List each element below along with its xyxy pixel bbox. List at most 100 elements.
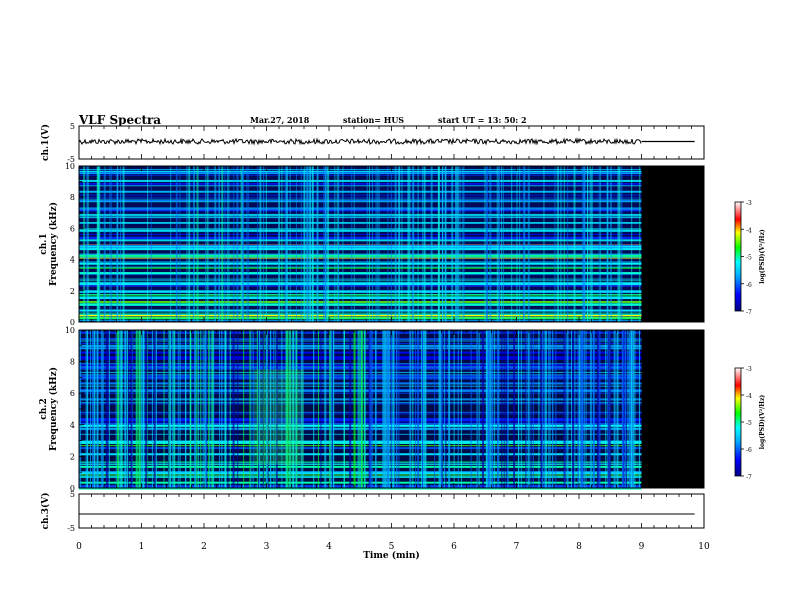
burst-column (592, 330, 595, 488)
burst-column (394, 166, 397, 322)
burst-column (566, 330, 569, 488)
burst-column (563, 166, 565, 322)
frequency-band (79, 297, 642, 300)
colorbar-tick-label: -6 (746, 282, 752, 289)
burst-column (224, 166, 226, 322)
frequency-band (79, 281, 642, 283)
burst-column (173, 330, 176, 488)
burst-column (329, 330, 331, 488)
burst-column (325, 330, 327, 488)
burst-column (246, 166, 248, 322)
frequency-band (79, 317, 642, 320)
burst-column (218, 166, 220, 322)
burst-column (141, 330, 143, 488)
burst-column (627, 330, 629, 488)
burst-column (343, 330, 345, 488)
burst-column (363, 330, 365, 488)
frequency-band (79, 229, 642, 232)
colorbar-tick-label: -6 (746, 447, 752, 454)
burst-column (307, 166, 309, 322)
burst-column (138, 330, 140, 488)
burst-column (390, 330, 392, 488)
burst-column (197, 330, 199, 488)
y-tick-label: 2 (70, 287, 75, 296)
burst-column (507, 330, 509, 488)
burst-column (609, 330, 611, 488)
burst-column (99, 166, 101, 322)
frequency-band (79, 210, 642, 212)
burst-column (540, 330, 542, 488)
burst-column (177, 330, 179, 488)
panel-frame (78, 493, 705, 529)
ch1-spectrogram (79, 166, 704, 322)
burst-column (221, 330, 223, 488)
frequency-band (79, 487, 642, 490)
burst-column (135, 330, 138, 488)
frequency-band (79, 296, 642, 298)
burst-column (207, 166, 209, 322)
burst-column (106, 330, 109, 488)
burst-column (266, 330, 268, 488)
burst-column (204, 330, 206, 488)
burst-column (196, 166, 199, 322)
burst-column (412, 330, 414, 488)
burst-column (501, 330, 503, 488)
date-label: Mar.27, 2018 (250, 115, 310, 125)
burst-column (252, 330, 254, 488)
burst-column (284, 166, 286, 322)
burst-column (296, 330, 298, 488)
burst-column (337, 166, 339, 322)
burst-column (396, 330, 398, 488)
y-tick-label: 10 (65, 326, 75, 335)
burst-column (243, 330, 245, 488)
station-label: station= HUS (343, 115, 405, 125)
frequency-band (79, 278, 642, 280)
burst-column (363, 330, 366, 488)
burst-column (116, 330, 119, 488)
burst-column (409, 166, 411, 322)
x-tick-label: 2 (201, 542, 207, 552)
burst-column (607, 330, 609, 488)
burst-column (175, 166, 177, 322)
burst-column (401, 166, 403, 322)
frequency-band (79, 300, 642, 303)
y-axis-label: Frequency (kHz) (48, 367, 59, 451)
burst-column (457, 330, 459, 488)
frequency-band (79, 303, 642, 306)
burst-column (589, 166, 591, 322)
burst-column (188, 166, 190, 322)
burst-column (320, 330, 322, 488)
colorbar-tick-label: -3 (746, 200, 752, 207)
burst-column (616, 330, 619, 488)
burst-column (151, 330, 153, 488)
frequency-band (79, 294, 642, 296)
burst-column (278, 166, 280, 322)
y-tick-label: 10 (65, 162, 75, 171)
burst-column (607, 166, 609, 322)
y-tick-label: 6 (70, 389, 75, 398)
burst-column (621, 330, 623, 488)
burst-column (327, 166, 329, 322)
burst-column (399, 166, 401, 322)
burst-column (189, 166, 191, 322)
burst-column (387, 166, 389, 322)
colorbar-tick-label: -4 (746, 227, 752, 234)
colorbar-tick-label: -5 (746, 420, 752, 427)
burst-column (328, 166, 330, 322)
frequency-band (79, 197, 642, 199)
y-tick-label: 4 (70, 421, 75, 430)
burst-column (567, 166, 569, 322)
burst-column (476, 330, 478, 488)
burst-column (85, 330, 87, 488)
burst-column (326, 166, 328, 322)
burst-column (357, 330, 359, 488)
frequency-band (79, 248, 642, 251)
burst-column (501, 166, 503, 322)
frequency-band (79, 228, 642, 230)
frequency-band (79, 312, 642, 314)
burst-column (632, 330, 634, 488)
burst-column (285, 330, 287, 488)
frequency-band (79, 239, 642, 242)
burst-column (300, 166, 302, 322)
burst-column (423, 166, 426, 322)
